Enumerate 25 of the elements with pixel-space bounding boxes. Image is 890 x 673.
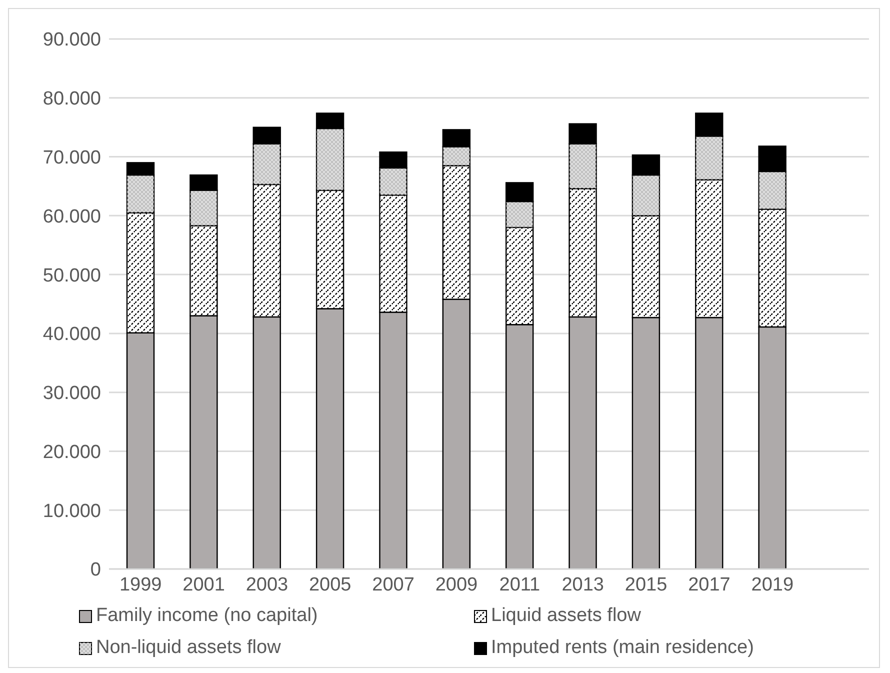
x-tick-label: 2015 [624,574,668,596]
x-tick-label: 2013 [562,574,604,596]
x-tick-label: 2001 [182,574,225,596]
x-tick-label: 2019 [751,574,794,596]
x-tick-label: 2009 [435,574,478,596]
y-tick-label: 40.000 [42,324,101,346]
x-tick-label: 1999 [119,574,162,596]
legend-label: Liquid assets flow [491,605,641,627]
y-tick-label: 80.000 [42,88,101,110]
y-tick-label: 90.000 [42,30,101,51]
x-tick-label: 2007 [372,574,414,596]
x-tick-label: 2003 [246,574,288,596]
legend-label: Family income (no capital) [96,605,318,627]
y-tick-label: 10.000 [42,500,101,522]
y-tick-label: 20.000 [42,442,101,463]
x-tick-label: 2017 [688,574,730,596]
y-tick-label: 0 [90,560,101,581]
y-tick-label: 60.000 [42,206,101,228]
legend-label: Imputed rents (main residence) [491,637,754,659]
legend-label: Non-liquid assets flow [96,637,281,659]
y-tick-label: 50.000 [42,265,101,286]
x-tick-label: 2005 [308,574,352,596]
x-tick-label: 2011 [499,574,540,596]
y-tick-label: 70.000 [42,148,101,169]
y-tick-label: 30.000 [42,383,101,404]
